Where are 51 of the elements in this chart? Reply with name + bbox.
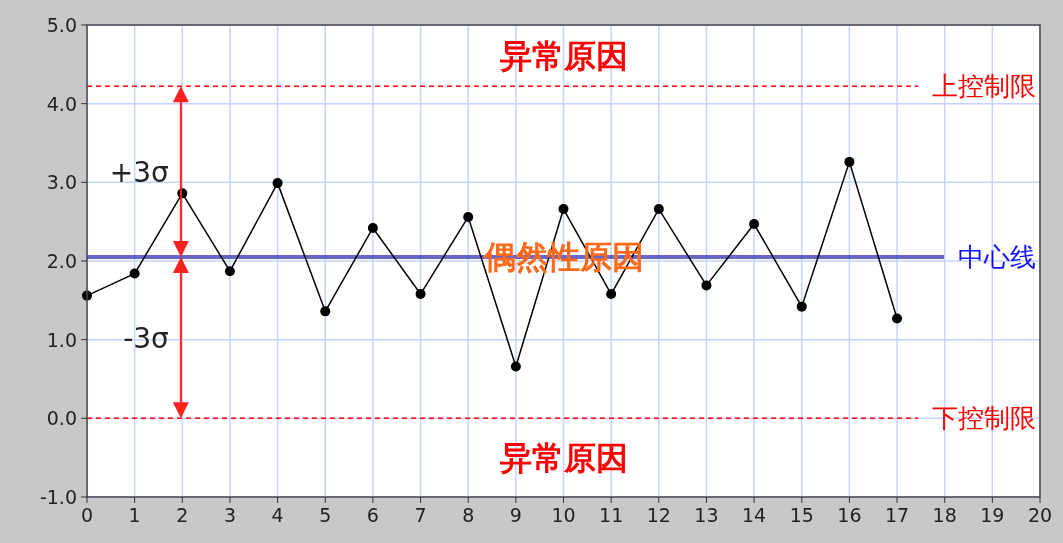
x-tick-label: 11	[599, 504, 624, 526]
x-tick-label: 4	[271, 504, 284, 526]
point	[796, 301, 807, 312]
annotation: 异常原因	[498, 438, 628, 477]
y-tick-label: 2.0	[46, 250, 77, 272]
y-tick-label: 1.0	[46, 328, 77, 351]
x-tick-label: 18	[932, 504, 957, 526]
point	[224, 266, 235, 277]
x-tick-label: 5	[319, 504, 332, 526]
point	[606, 289, 617, 300]
point	[415, 289, 426, 300]
annotation: -3σ	[123, 321, 169, 355]
point	[272, 178, 283, 189]
x-tick-label: 2	[176, 504, 189, 526]
x-tick-label: 13	[694, 504, 719, 526]
point	[463, 211, 474, 222]
point	[129, 268, 140, 279]
x-tick-label: 8	[462, 504, 475, 526]
y-tick-label: 0.0	[46, 407, 77, 430]
x-tick-label: 20	[1027, 504, 1053, 526]
point	[320, 306, 331, 317]
ref-line-label: 下控制限	[932, 403, 1036, 434]
x-tick-label: 19	[980, 504, 1005, 526]
x-tick-label: 16	[837, 504, 862, 526]
point	[367, 222, 378, 233]
point	[844, 156, 855, 167]
x-tick-label: 6	[366, 504, 379, 526]
x-tick-label: 12	[646, 504, 671, 526]
x-tick-label: 0	[80, 504, 94, 526]
point	[892, 313, 903, 324]
point	[749, 219, 760, 230]
point	[701, 280, 712, 291]
ref-line-label: 中心线	[958, 242, 1036, 273]
y-tick-label: 5.0	[46, 14, 77, 36]
point	[558, 204, 569, 215]
x-tick-label: 3	[223, 504, 236, 526]
point	[653, 204, 664, 215]
x-tick-label: 15	[789, 504, 814, 526]
point	[510, 361, 521, 372]
y-tick-label: 4.0	[46, 92, 77, 115]
x-tick-label: 1	[128, 504, 141, 526]
x-tick-label: 7	[414, 504, 427, 526]
x-tick-label: 10	[551, 504, 576, 526]
x-tick-label: 17	[884, 504, 910, 526]
ref-line-label: 上控制限	[932, 71, 1036, 102]
x-tick-label: 9	[509, 504, 522, 526]
annotation: 异常原因	[498, 36, 628, 75]
y-tick-label: -1.0	[39, 486, 77, 508]
x-tick-label: 14	[742, 504, 767, 526]
y-tick-label: 3.0	[46, 171, 77, 194]
annotation: +3σ	[109, 155, 169, 189]
